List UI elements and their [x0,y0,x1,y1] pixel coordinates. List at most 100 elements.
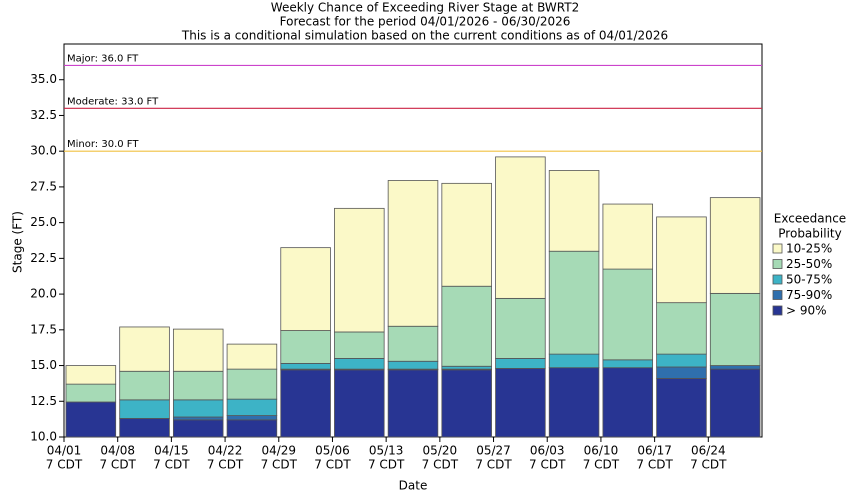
bar-segment [65,383,117,403]
bar-segment [334,357,385,370]
x-tick-label: 05/20 [423,444,458,458]
legend-swatch [772,259,783,269]
bar-segment [334,369,385,438]
threshold-label: Major: 36.0 FT [67,53,139,64]
y-tick-label: 12.5 [30,394,57,408]
legend-title: Exceedance [774,212,846,226]
x-tick-label: 04/01 [47,444,82,458]
bar-segment [656,378,707,438]
x-tick-label: 05/06 [315,444,350,458]
bar-segment [226,398,278,416]
x-tick-label: 04/22 [208,444,243,458]
bar-segment [656,353,707,368]
y-tick-label: 10.0 [30,430,57,444]
x-tick-label: 06/10 [584,444,619,458]
legend-label: 50-75% [786,273,832,287]
bar-segment [656,302,707,355]
bar-segment [226,419,278,438]
legend-swatch [772,290,783,300]
legend-swatch [772,243,783,254]
bar-segment [495,297,546,359]
bar-segment [119,399,170,419]
y-axis-label: Stage (FT) [11,211,25,273]
bar-segment [656,366,707,379]
bar-segment [709,292,761,366]
chart-title: Weekly Chance of Exceeding River Stage a… [271,1,579,15]
x-tick-time: 7 CDT [475,458,512,472]
bar-segment [280,363,331,370]
x-tick-label: 06/17 [637,444,672,458]
bar-segment [441,369,492,438]
bar-segment [441,365,492,370]
x-tick-time: 7 CDT [153,458,190,472]
bar-segment [709,365,761,370]
bar-segment [172,399,224,418]
bar-segment [709,368,761,438]
x-tick-time: 7 CDT [46,458,83,472]
bar-segment [495,357,546,369]
bar-segment [119,326,170,372]
x-tick-label: 04/15 [154,444,189,458]
bar-segment [387,369,439,438]
bar-segment [495,368,546,438]
bar-segment [172,416,224,421]
bar-segment [226,368,278,400]
bar-segment [119,370,170,401]
bar-segment [602,359,654,369]
legend-label: > 90% [786,304,827,318]
x-tick-time: 7 CDT [261,458,298,472]
bar-segment [387,180,439,327]
bar-segment [441,182,492,287]
chart-subtitle: Forecast for the period 04/01/2026 - 06/… [280,15,571,29]
bar-segment [602,268,654,361]
x-tick-time: 7 CDT [690,458,727,472]
y-tick-label: 32.5 [30,108,57,122]
legend-swatch [772,305,783,316]
legend-title: Probability [778,227,841,241]
bar-segment [334,207,385,333]
bar-segment [548,367,600,438]
bar-segment [172,328,224,372]
bar-segment [334,331,385,359]
y-tick-label: 27.5 [30,179,57,193]
bar-segment [495,156,546,299]
x-tick-time: 7 CDT [529,458,566,472]
x-tick-label: 04/29 [261,444,296,458]
bar-segment [65,401,117,438]
y-tick-label: 15.0 [30,358,57,372]
bar-segment [280,247,331,331]
bar-segment [119,418,170,438]
y-tick-label: 17.5 [30,322,57,336]
bar-segment [387,360,439,370]
x-tick-label: 06/24 [691,444,726,458]
bar-segment [226,415,278,421]
x-tick-time: 7 CDT [636,458,673,472]
bar-segment [656,216,707,304]
y-tick-label: 22.5 [30,251,57,265]
legend-swatch [772,274,783,285]
x-tick-time: 7 CDT [583,458,620,472]
bar-segment [387,325,439,362]
bar-segment [226,343,278,370]
y-tick-label: 35.0 [30,72,57,86]
bar-segment [65,365,117,385]
bar-segment [172,419,224,438]
threshold-label: Moderate: 33.0 FT [67,96,159,107]
x-tick-time: 7 CDT [207,458,244,472]
x-tick-time: 7 CDT [368,458,405,472]
bar-segment [602,203,654,270]
x-tick-label: 05/27 [476,444,511,458]
legend-label: 10-25% [786,242,832,256]
x-tick-time: 7 CDT [99,458,136,472]
bar-segment [548,353,600,369]
bar-segment [709,197,761,294]
bar-segment [548,170,600,252]
x-tick-label: 06/03 [530,444,565,458]
bar-segment [280,330,331,364]
bar-segment [548,250,600,355]
chart-subtitle: This is a conditional simulation based o… [181,29,668,43]
x-tick-label: 04/08 [100,444,135,458]
x-axis-label: Date [399,479,428,493]
y-tick-label: 20.0 [30,287,57,301]
y-tick-label: 30.0 [30,144,57,158]
